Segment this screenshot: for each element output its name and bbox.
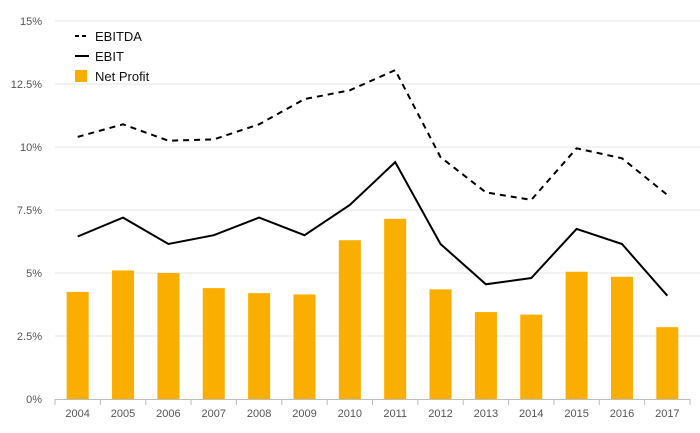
x-tick-label: 2005 [111,408,135,420]
bar-net-profit-2007 [202,288,225,399]
x-axis [54,399,691,405]
x-tick-label: 2017 [655,408,679,420]
legend-label-ebit: EBIT [95,49,124,64]
x-tick-label: 2004 [65,408,89,420]
bar-net-profit-2013 [474,312,497,399]
x-axis-ticks: 2004 2005 2006 2007 2008 2009 2010 2011 2012 2013… [65,408,679,420]
legend-label-ebitda: EBITDA [95,29,142,44]
bar-net-profit-2017 [656,327,679,399]
y-tick-label: 0% [26,394,42,406]
y-tick-label: 15% [20,16,42,28]
y-axis-ticks: 0% 2.5% 5% 7.5% 10% 12.5% 15% [11,16,42,406]
bar-net-profit-2004 [66,291,89,399]
bar-net-profit-2011 [384,218,407,399]
legend-label-net-profit: Net Profit [95,69,150,84]
x-tick-label: 2011 [383,408,407,420]
legend-swatch-net-profit [75,70,87,82]
legend: EBITDA EBIT Net Profit [75,29,150,84]
bar-net-profit-2005 [112,270,135,399]
bar-layer [66,218,679,399]
y-tick-label: 2.5% [17,331,42,343]
line-ebit [77,160,669,297]
line-ebitda [77,68,668,201]
x-tick-label: 2016 [610,408,634,420]
x-tick-label: 2008 [247,408,271,420]
x-tick-label: 2013 [474,408,498,420]
y-tick-label: 10% [20,142,42,154]
bar-net-profit-2010 [338,240,361,399]
x-tick-label: 2007 [202,408,226,420]
line-layer [77,68,669,297]
y-tick-label: 12.5% [11,79,42,91]
bar-net-profit-2015 [565,271,588,399]
bar-net-profit-2014 [520,314,543,399]
x-tick-label: 2012 [428,408,452,420]
x-tick-label: 2009 [292,408,316,420]
y-tick-label: 5% [26,268,42,280]
x-tick-label: 2014 [519,408,543,420]
bar-net-profit-2009 [293,294,316,399]
x-tick-label: 2010 [338,408,362,420]
x-tick-label: 2006 [156,408,180,420]
bar-net-profit-2012 [429,289,452,399]
x-tick-label: 2015 [564,408,588,420]
y-tick-label: 7.5% [17,205,42,217]
bar-net-profit-2016 [610,276,633,399]
bar-net-profit-2006 [157,273,180,399]
bar-net-profit-2008 [248,293,271,399]
